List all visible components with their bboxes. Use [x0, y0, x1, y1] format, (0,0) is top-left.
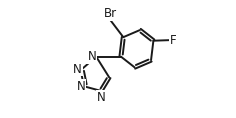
Text: Br: Br [104, 7, 117, 20]
Text: F: F [170, 34, 177, 47]
Text: N: N [77, 80, 85, 93]
Text: N: N [97, 91, 105, 104]
Text: N: N [87, 50, 96, 63]
Text: N: N [73, 63, 82, 76]
